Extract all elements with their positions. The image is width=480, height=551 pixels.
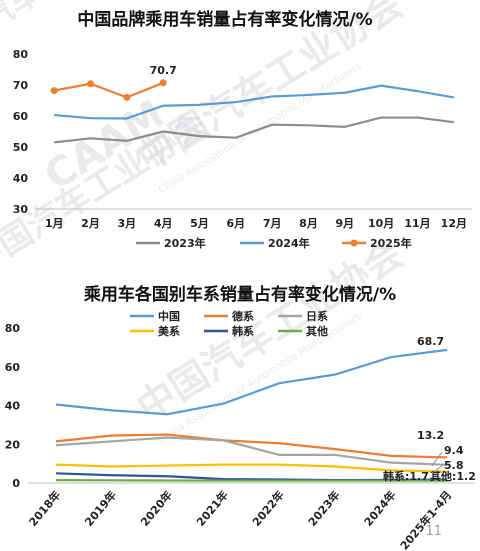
- y-tick-label: 70: [13, 79, 29, 92]
- series-line-其他: [55, 478, 448, 482]
- x-tick-label: 11月: [404, 217, 430, 230]
- x-tick-label: 2023年: [305, 488, 342, 529]
- x-tick-label: 9月: [336, 217, 355, 230]
- y-tick-label: 0: [12, 477, 20, 490]
- x-tick-label: 10月: [368, 217, 394, 230]
- legend-label-2023年: 2023年: [164, 236, 206, 250]
- y-tick-label: 20: [5, 438, 21, 451]
- legend-label-2025年: 2025年: [370, 236, 412, 250]
- series-line-日系: [55, 436, 448, 466]
- x-tick-label: 6月: [227, 217, 246, 230]
- x-tick-label: 2月: [81, 217, 100, 230]
- data-label: 韩系:1.7: [383, 469, 429, 483]
- legend-label-2024年: 2024年: [268, 236, 310, 250]
- chart-origin-share: 乘用车各国别车系销量占有率变化情况/% 0 20 40 60 80 2018年 2019年 20…: [5, 284, 476, 551]
- chart-title: 乘用车各国别车系销量占有率变化情况/%: [83, 284, 396, 305]
- data-label: 68.7: [417, 335, 444, 348]
- series-line-美系: [55, 463, 448, 473]
- y-tick-label: 50: [13, 141, 29, 154]
- legend-label-中国: 中国: [158, 309, 180, 323]
- x-tick-label: 12月: [441, 217, 467, 230]
- y-tick-label: 80: [5, 322, 21, 335]
- leader-line: [431, 465, 443, 474]
- legend-label-日系: 日系: [306, 309, 328, 323]
- series-line-中国: [55, 348, 448, 416]
- legend-label-美系: 美系: [158, 324, 180, 338]
- page-number: 11: [425, 524, 442, 539]
- y-tick-label: 80: [13, 48, 29, 61]
- chart-brand-share: 中国品牌乘用车销量占有率变化情况/% 30 40 50 60 70 80 1月 2月 3月 4月 5月…: [13, 9, 472, 250]
- data-label: 其他:1.2: [430, 469, 476, 483]
- x-tick-label: 2025年1-4月: [397, 488, 454, 551]
- x-tick-label: 8月: [299, 217, 318, 230]
- x-tick-label: 2018年: [26, 488, 63, 529]
- data-label: 9.4: [444, 444, 464, 457]
- legend-label-德系: 德系: [231, 309, 254, 323]
- x-tick-label: 5月: [190, 217, 209, 230]
- series-line-2023年: [54, 116, 454, 144]
- legend-marker: [350, 239, 358, 247]
- legend-label-韩系: 韩系: [232, 324, 254, 338]
- data-point-2025年: [159, 79, 167, 87]
- x-tick-label: 2021年: [193, 488, 230, 529]
- x-tick-label: 1月: [45, 217, 64, 230]
- x-tick-label: 3月: [118, 217, 137, 230]
- data-label: 13.2: [417, 429, 444, 442]
- y-tick-label: 40: [13, 172, 29, 185]
- chart-title: 中国品牌乘用车销量占有率变化情况/%: [77, 9, 372, 30]
- x-tick-label: 2019年: [82, 488, 119, 529]
- series-line-德系: [55, 433, 448, 459]
- x-tick-label: 2024年: [361, 488, 398, 529]
- data-point-2025年: [50, 87, 58, 95]
- legend-label-其他: 其他: [306, 324, 328, 338]
- leader-line: [431, 451, 443, 467]
- data-label: 70.7: [150, 64, 177, 77]
- data-point-2025年: [123, 93, 131, 101]
- x-tick-label: 2022年: [249, 488, 286, 529]
- x-tick-label: 2020年: [138, 488, 175, 529]
- series-line-2025年: [53, 81, 164, 99]
- y-tick-label: 30: [13, 203, 29, 216]
- y-tick-label: 60: [13, 110, 29, 123]
- y-tick-label: 40: [5, 400, 21, 413]
- x-tick-label: 7月: [263, 217, 282, 230]
- data-point-2025年: [87, 80, 94, 88]
- data-label: 5.8: [444, 459, 464, 472]
- y-tick-label: 60: [5, 361, 21, 374]
- x-tick-label: 4月: [154, 217, 173, 230]
- series-line-2024年: [54, 84, 455, 120]
